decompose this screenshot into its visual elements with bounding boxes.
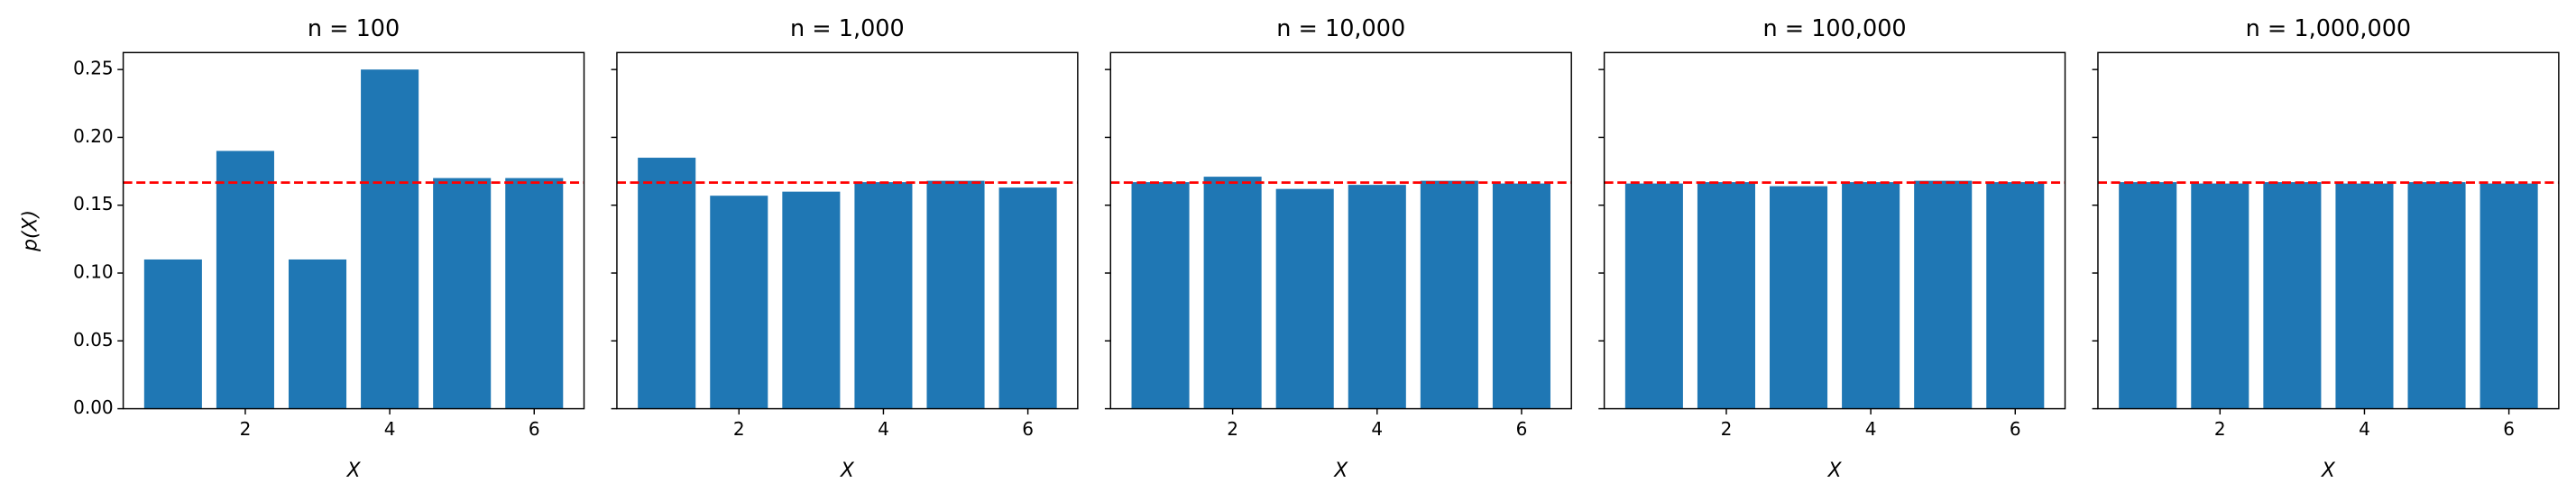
x-axis-label: X — [840, 460, 855, 482]
subplot-title: n = 1,000 — [790, 15, 905, 42]
y-axis-label: p(X) — [20, 210, 42, 252]
x-tick-label: 2 — [1721, 418, 1733, 440]
bar — [433, 178, 492, 409]
bar — [1914, 180, 1973, 409]
x-tick-label: 2 — [733, 418, 745, 440]
axes-frame — [1603, 51, 2066, 410]
x-tick-label: 4 — [384, 418, 396, 440]
subplot-title: n = 10,000 — [1276, 15, 1405, 42]
bar — [2479, 183, 2538, 409]
bar — [782, 191, 841, 409]
x-tick-label: 4 — [878, 418, 889, 440]
x-axis-label: X — [1827, 460, 1843, 482]
axes-frame — [2097, 51, 2560, 410]
bar — [1770, 186, 1828, 409]
y-tick-label: 0.05 — [73, 329, 114, 351]
axes-frame — [1109, 51, 1572, 410]
bar — [216, 150, 274, 409]
bar — [998, 187, 1057, 409]
x-tick-label: 6 — [1022, 418, 1034, 440]
bar — [1986, 182, 2045, 409]
bar — [1842, 182, 1900, 409]
x-tick-label: 4 — [2359, 418, 2370, 440]
bar — [1348, 185, 1406, 409]
bar — [710, 196, 768, 409]
x-axis-label: X — [1333, 460, 1348, 482]
x-tick-label: 4 — [1371, 418, 1383, 440]
y-tick-label: 0.10 — [73, 261, 114, 283]
y-tick-label: 0.20 — [73, 125, 114, 147]
bar — [505, 178, 564, 409]
bar — [1203, 177, 1262, 409]
bar — [2191, 183, 2249, 409]
bar — [854, 182, 913, 409]
y-tick-label: 0.25 — [73, 58, 114, 79]
bar — [1624, 183, 1683, 409]
x-tick-label: 2 — [240, 418, 252, 440]
axes-frame — [122, 51, 585, 410]
bar — [288, 259, 347, 409]
axes-frame — [616, 51, 1079, 410]
x-tick-label: 4 — [1865, 418, 1877, 440]
bar — [1420, 180, 1478, 409]
bar — [1492, 183, 1550, 409]
x-tick-label: 6 — [529, 418, 540, 440]
x-tick-label: 6 — [2010, 418, 2021, 440]
x-tick-label: 6 — [2503, 418, 2515, 440]
bar — [2407, 182, 2466, 409]
bar — [143, 259, 202, 409]
x-axis-label: X — [2321, 460, 2336, 482]
y-tick-label: 0.15 — [73, 193, 114, 214]
x-tick-label: 6 — [1516, 418, 1528, 440]
bar — [1275, 188, 1334, 409]
bar — [361, 69, 419, 409]
bar — [1131, 182, 1190, 409]
subplot-title: n = 100,000 — [1762, 15, 1906, 42]
y-tick-label: 0.00 — [73, 396, 114, 418]
bar — [926, 180, 985, 409]
subplot-title: n = 1,000,000 — [2246, 15, 2412, 42]
bar — [2119, 182, 2177, 409]
x-tick-label: 2 — [2214, 418, 2226, 440]
bar — [1697, 182, 1755, 409]
bar — [2263, 182, 2322, 409]
subplot-title: n = 100 — [308, 15, 400, 42]
bar — [638, 158, 696, 409]
x-axis-label: X — [346, 460, 362, 482]
x-tick-label: 2 — [1227, 418, 1238, 440]
bar — [2335, 183, 2394, 409]
